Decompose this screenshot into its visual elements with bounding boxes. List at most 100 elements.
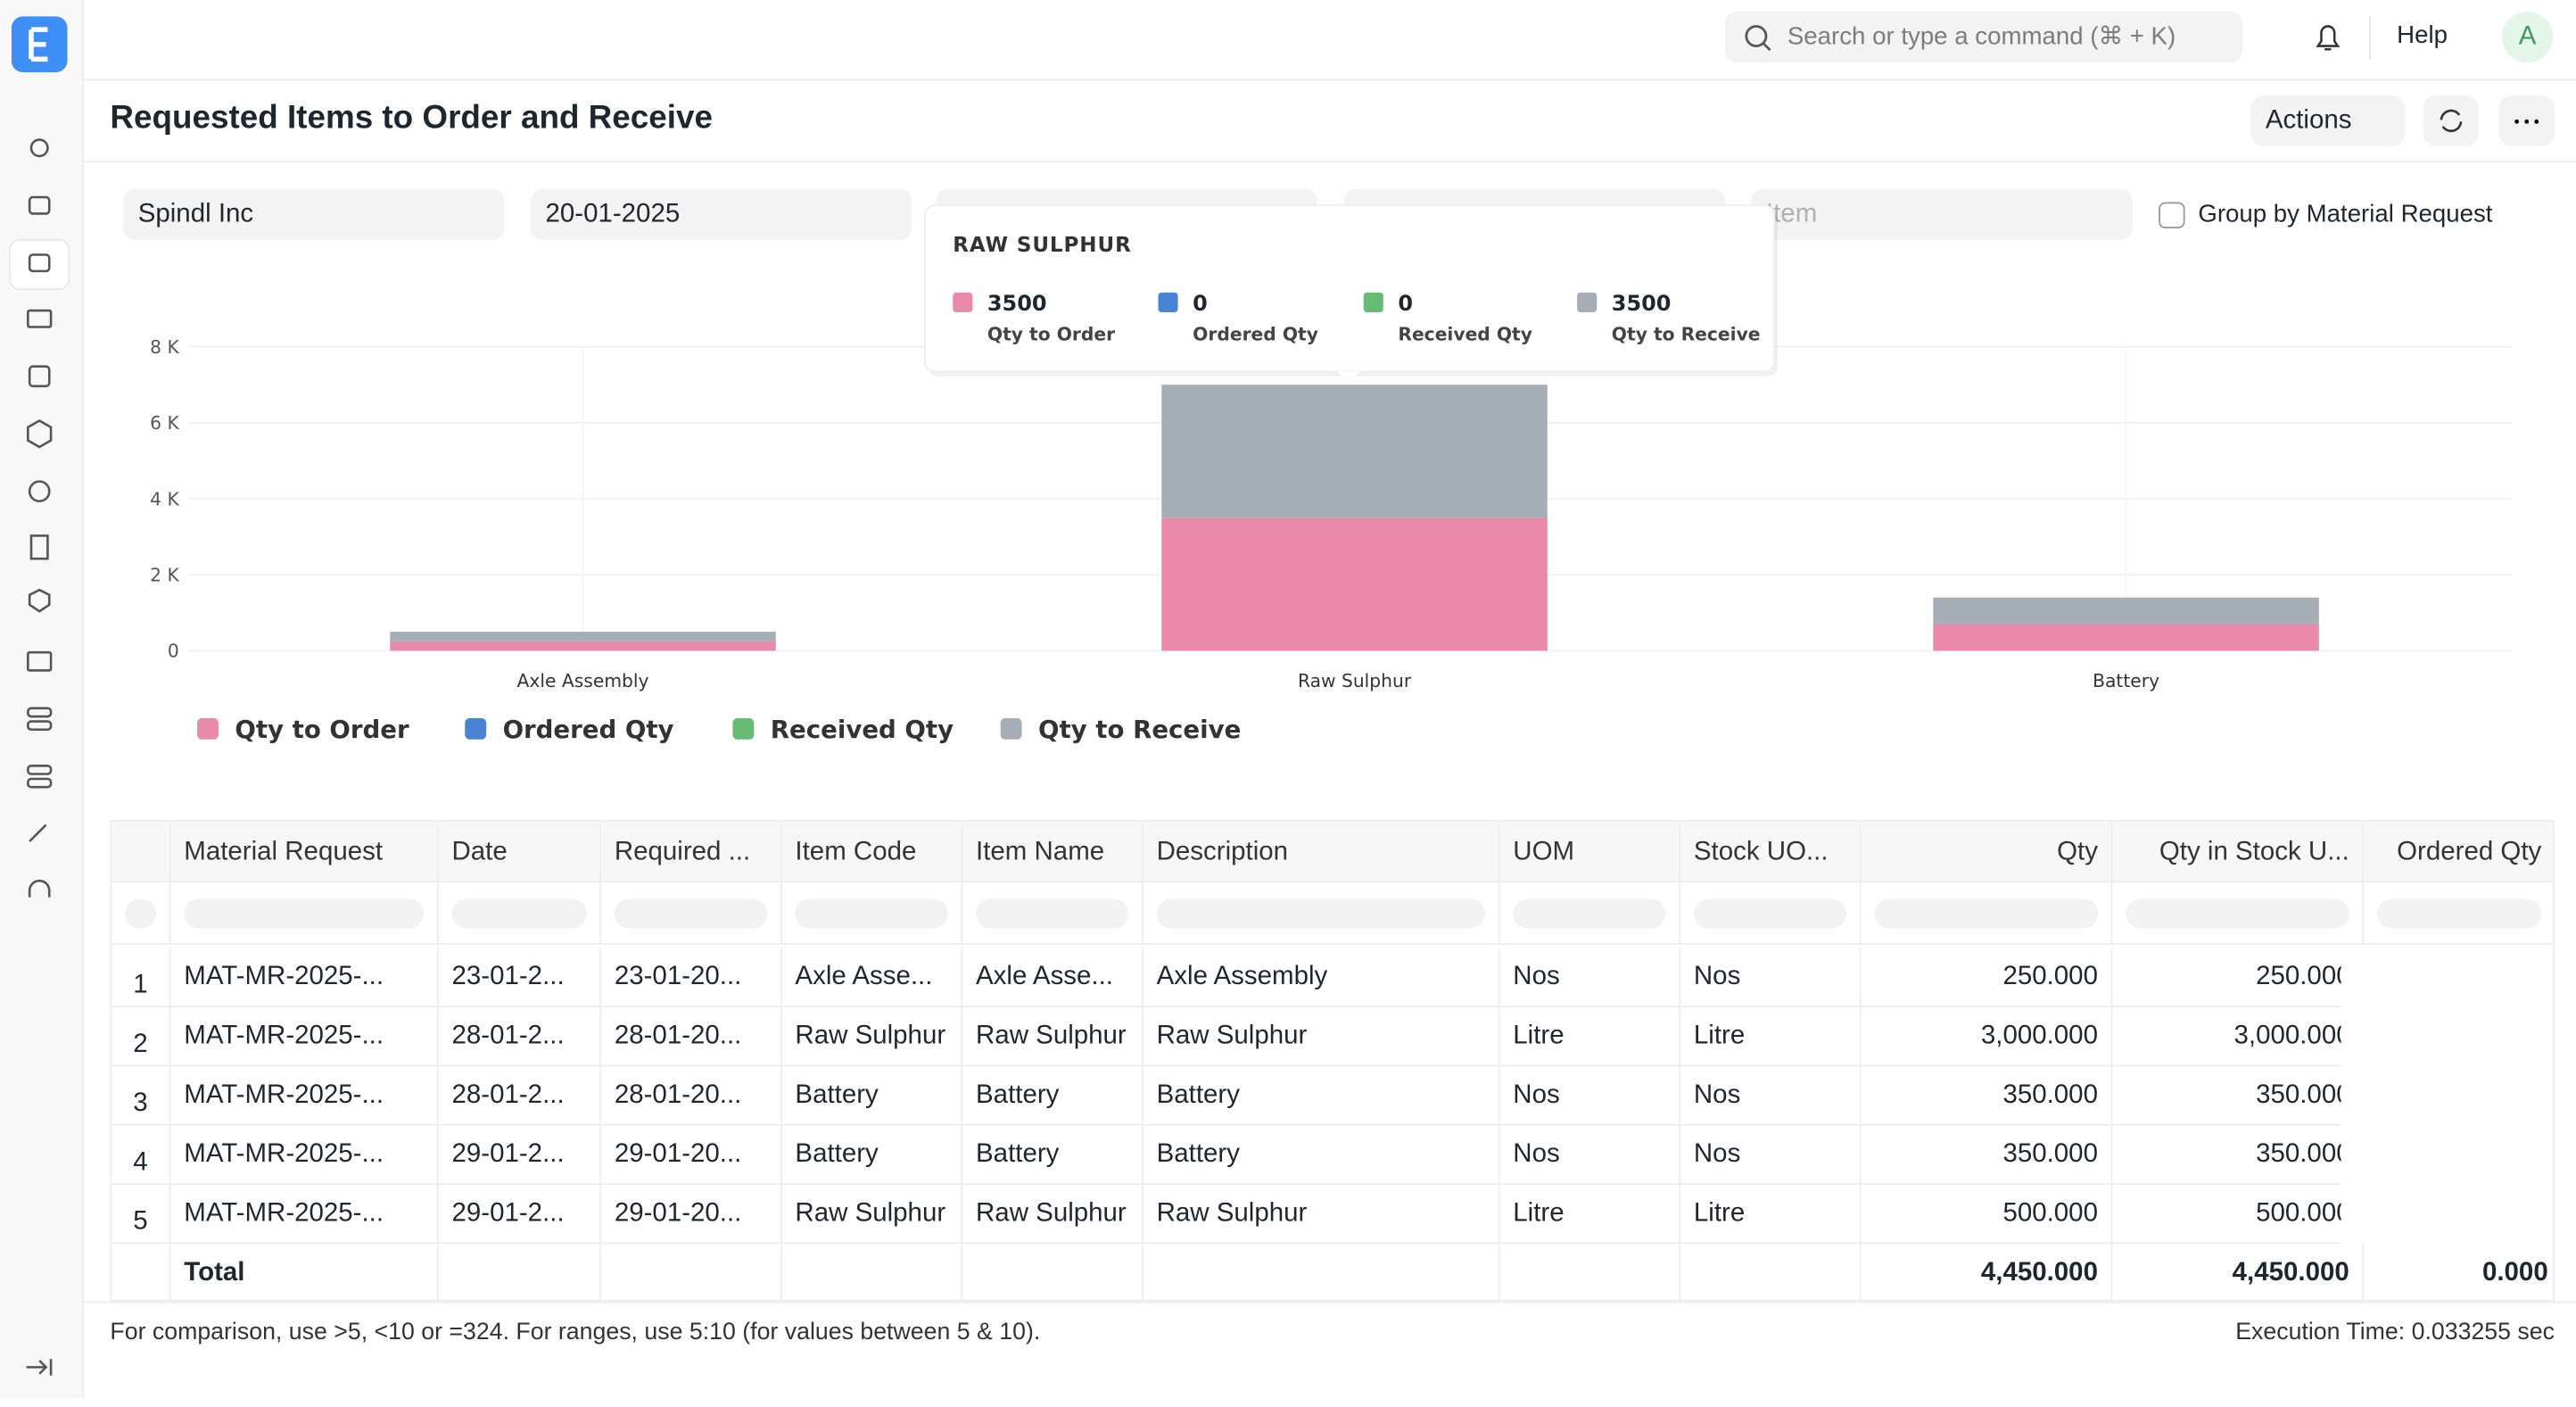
actions-button[interactable]: Actions: [2250, 95, 2406, 146]
more-button[interactable]: [2498, 95, 2555, 146]
table-cell: 250.000: [1861, 948, 2113, 1008]
topbar-border: [83, 79, 2576, 81]
filter-input[interactable]: [614, 898, 768, 929]
table-cell: 23-01-2...: [438, 948, 602, 1008]
legend-swatch: [1000, 717, 1022, 740]
filter-input[interactable]: [451, 898, 587, 929]
table-cell: 350.000: [2112, 1126, 2341, 1185]
y-tick-label: 4 K: [150, 488, 179, 509]
company-filter[interactable]: Spindl Inc: [123, 188, 505, 240]
table-cell: 350.000: [1861, 1066, 2113, 1126]
filter-cell: [2112, 882, 2365, 946]
filter-input[interactable]: [1874, 898, 2098, 929]
sidebar-icons: [9, 16, 70, 1376]
tooltip-pointer: [1337, 371, 1361, 384]
table-cell: Litre: [1680, 1007, 1862, 1067]
filter-input[interactable]: [184, 898, 425, 929]
sidebar: [0, 0, 84, 1399]
filter-cell: [111, 882, 171, 946]
column-header: Qty in Stock U...: [2112, 821, 2365, 883]
search-bar[interactable]: Search or type a command (⌘ + K): [1724, 11, 2243, 62]
table-cell: Axle Asse...: [962, 948, 1144, 1008]
group-checkbox[interactable]: [2159, 202, 2185, 229]
legend-label: Ordered Qty: [503, 715, 674, 744]
table-cell: 3,000.000: [2112, 1007, 2341, 1067]
table-cell: 29-01-2...: [438, 1184, 602, 1245]
y-tick-label: 8 K: [150, 336, 179, 358]
filter-cell: [438, 882, 602, 946]
tooltip-title: RAW SULPHUR: [953, 234, 1132, 257]
filter-cell: [781, 882, 963, 946]
filter-input[interactable]: [795, 898, 948, 929]
table-cell: MAT-MR-2025-...: [170, 1007, 439, 1067]
table-cell: Battery: [781, 1066, 963, 1126]
table-cell: Nos: [1680, 1066, 1862, 1126]
row-index: 1: [111, 948, 171, 1008]
filter-input[interactable]: [1693, 898, 1847, 929]
avatar[interactable]: A: [2502, 11, 2554, 62]
refresh-button[interactable]: [2423, 95, 2480, 146]
table-cell: 28-01-20...: [601, 1007, 782, 1067]
table-cell: Nos: [1680, 1125, 1862, 1185]
y-tick-label: 6 K: [150, 412, 179, 434]
table-cell: MAT-MR-2025-...: [170, 948, 439, 1008]
filter-cell: [962, 882, 1144, 946]
total-empty: [1144, 1244, 1500, 1300]
column-header: Date: [438, 821, 602, 883]
filter-cell: [1680, 882, 1862, 946]
table-cell: 29-01-20...: [601, 1184, 782, 1245]
search-icon: [1745, 25, 1771, 52]
legend-label: Received Qty: [771, 715, 954, 744]
filter-input[interactable]: [976, 898, 1129, 929]
filter-input[interactable]: [124, 898, 156, 929]
table-cell: Axle Asse...: [781, 948, 963, 1008]
table-cell: 28-01-20...: [601, 1066, 782, 1126]
total-empty: [962, 1244, 1144, 1300]
filter-input[interactable]: [2126, 898, 2349, 929]
filter-cell: [601, 882, 782, 946]
bar-segment: [390, 641, 776, 651]
notification-icon[interactable]: [2310, 20, 2347, 56]
filter-cell: [2364, 882, 2554, 946]
filter-input[interactable]: [2377, 898, 2542, 929]
tooltip-label: Ordered Qty: [1193, 323, 1318, 344]
row-index: 4: [111, 1125, 171, 1185]
tooltip-value: 0: [1398, 291, 1413, 316]
table-cell: Litre: [1499, 1007, 1681, 1067]
table-cell: 350.000: [1861, 1125, 2113, 1185]
table-cell: Nos: [1499, 1066, 1681, 1126]
tooltip-label: Qty to Receive: [1612, 323, 1761, 344]
tooltip-value: 0: [1193, 291, 1208, 316]
filter-cell: [1143, 882, 1500, 946]
total-empty: [1680, 1244, 1862, 1300]
column-header: Material Request: [170, 821, 439, 883]
help-menu[interactable]: Help: [2397, 21, 2448, 50]
filter-input[interactable]: [1156, 898, 1485, 929]
filter-input[interactable]: [1513, 898, 1666, 929]
column-header: Ordered Qty: [2364, 821, 2554, 883]
from-date-filter[interactable]: 20-01-2025: [530, 188, 912, 240]
tooltip-value: 3500: [987, 291, 1047, 316]
table-cell: 3,000.000: [1861, 1007, 2113, 1067]
total-empty: [601, 1244, 782, 1300]
table-cell: Raw Sulphur: [1143, 1184, 1500, 1245]
legend-swatch: [465, 717, 487, 740]
table-cell: Litre: [1499, 1184, 1681, 1245]
total-ordered: 0.000: [2364, 1244, 2553, 1300]
table-cell: Raw Sulphur: [781, 1184, 963, 1245]
group-label: Group by Material Request: [2198, 200, 2493, 229]
column-header: Stock UO...: [1680, 821, 1862, 883]
tooltip-label: Received Qty: [1398, 323, 1532, 344]
total-label: Total: [171, 1244, 439, 1300]
item-filter[interactable]: Item: [1751, 188, 2133, 240]
tooltip-swatch: [1363, 292, 1383, 312]
table-cell: Battery: [962, 1066, 1144, 1126]
table-cell: Nos: [1499, 1125, 1681, 1185]
table-cell: Nos: [1680, 948, 1862, 1008]
bar-segment: [1933, 597, 2319, 625]
x-tick-label: Battery: [2093, 670, 2159, 691]
x-tick-label: Axle Assembly: [517, 670, 649, 691]
tooltip-value: 3500: [1612, 291, 1672, 316]
execution-time: Execution Time: 0.033255 sec: [2235, 1319, 2555, 1346]
